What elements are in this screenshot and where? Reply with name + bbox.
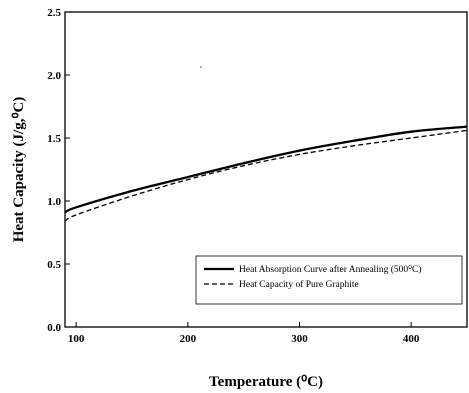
- x-axis-title: Temperature (⁰C): [209, 374, 323, 390]
- y-tick-label: 1.0: [47, 196, 61, 208]
- y-tick-label: 2.5: [47, 7, 61, 19]
- series-line-annealed: [64, 125, 468, 214]
- legend-box: [195, 255, 463, 305]
- y-axis-title: Heat Capacity (J/g,⁰C): [11, 97, 27, 243]
- y-tick-label: 1.5: [47, 133, 61, 145]
- plot-frame: [64, 11, 468, 328]
- x-tick-label: 100: [68, 333, 85, 345]
- y-tick-label: 0.5: [47, 259, 61, 271]
- legend-label: Heat Capacity of Pure Graphite: [239, 279, 359, 290]
- series-line-pure-graphite: [64, 129, 468, 222]
- y-tick-label: 0.0: [47, 322, 61, 334]
- y-axis: 0.0 0.5 1.0 1.5 2.0 2.5: [47, 7, 70, 334]
- x-axis: 100 200 300 400: [68, 322, 420, 345]
- x-tick-label: 200: [180, 333, 197, 345]
- x-tick-label: 300: [291, 333, 308, 345]
- stray-dot: [200, 66, 202, 68]
- x-tick-label: 400: [403, 333, 420, 345]
- y-tick-label: 2.0: [47, 70, 61, 82]
- legend-label: Heat Absorption Curve after Annealing (5…: [239, 264, 421, 275]
- plot-lines: [64, 125, 468, 222]
- legend: Heat Absorption Curve after Annealing (5…: [195, 255, 463, 305]
